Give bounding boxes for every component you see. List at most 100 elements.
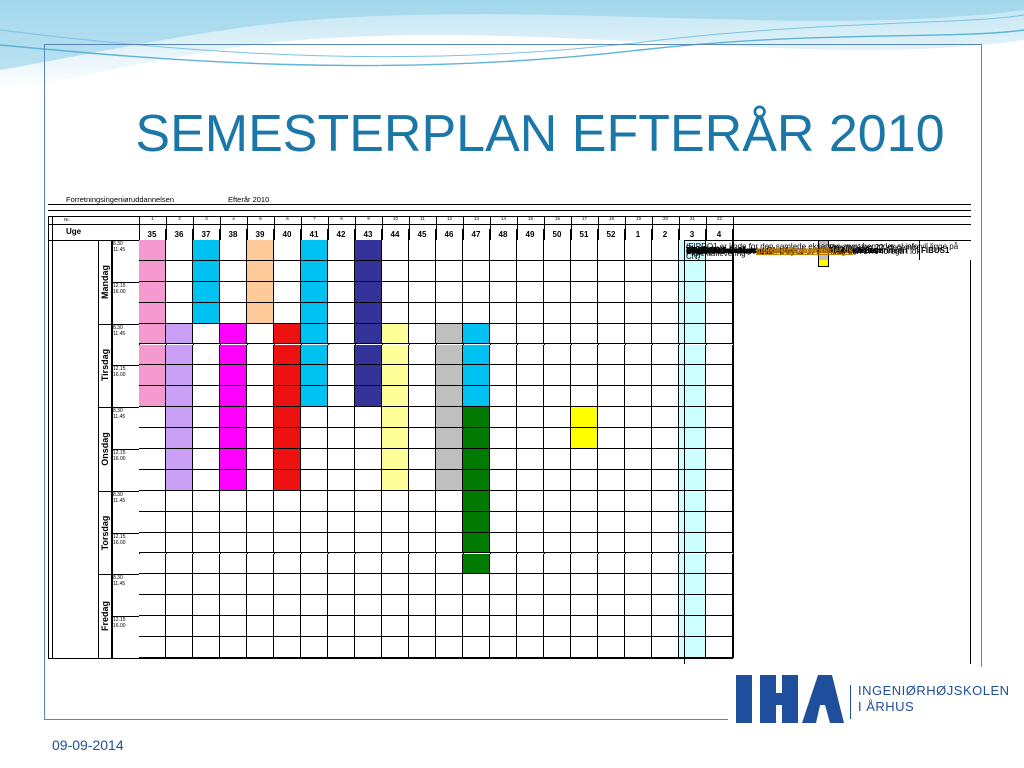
schedule-cell (166, 407, 193, 429)
schedule-cell (679, 637, 706, 658)
schedule-cell (598, 281, 625, 303)
week-number: 4 (706, 229, 733, 240)
schedule-cell (301, 469, 328, 491)
schedule-cell (274, 344, 301, 366)
schedule-cell (274, 386, 301, 408)
course-teacher: Tom og Susan (829, 246, 884, 255)
schedule-cell (544, 260, 571, 282)
seq-number: 19 (635, 216, 641, 221)
logo-separator (850, 685, 851, 719)
contact-email-link[interactable]: elsebeth@mindbuilder.dk (756, 246, 854, 255)
schedule-cell (355, 511, 382, 533)
schedule-cell (382, 240, 409, 261)
schedule-cell (463, 469, 490, 491)
schedule-cell (706, 407, 733, 429)
schedule-cell (382, 469, 409, 491)
schedule-cell (679, 449, 706, 470)
schedule-cell (463, 595, 490, 617)
schedule-cell (571, 407, 598, 429)
course-header: Kurser (686, 246, 712, 255)
schedule-cell (436, 281, 463, 303)
schedule-cell (301, 302, 328, 324)
schedule-cell (166, 428, 193, 449)
schedule-cell (382, 532, 409, 554)
schedule-cell (247, 260, 274, 282)
schedule-cell (220, 616, 247, 638)
schedule-cell (382, 323, 409, 345)
schedule-cell (382, 365, 409, 387)
schedule-cell (679, 281, 706, 303)
schedule-cell (193, 302, 220, 324)
course-header-row: KurserUndervisereKode (684, 240, 971, 349)
schedule-cell (706, 260, 733, 282)
schedule-cell (598, 469, 625, 491)
schedule-cell (274, 302, 301, 324)
schedule-cell (625, 428, 652, 449)
schedule-cell (382, 637, 409, 658)
schedule-cell (679, 260, 706, 282)
blank-row (684, 306, 971, 328)
contact-row: Leo lpe@iha.dk (684, 246, 971, 602)
course-teacher: Elsebeth Severinsen (829, 246, 908, 255)
schedule-cell (193, 386, 220, 408)
schedule-cell (355, 532, 382, 554)
seq-number: 8 (340, 216, 343, 221)
schedule-cell (139, 595, 166, 617)
schedule-cell (166, 323, 193, 345)
schedule-cell (328, 240, 355, 261)
schedule-cell (328, 574, 355, 596)
schedule-cell (598, 637, 625, 658)
schedule-cell (301, 553, 328, 575)
schedule-cell (274, 553, 301, 575)
schedule-cell (409, 469, 436, 491)
schedule-cell (652, 281, 679, 303)
week-number: 41 (301, 229, 328, 240)
schedule-cell (679, 574, 706, 596)
schedule-cell (490, 323, 517, 345)
schedule-cell (625, 511, 652, 533)
contact-email-link[interactable]: sterobo@galnet.dk (756, 246, 829, 255)
schedule-cell (490, 490, 517, 512)
schedule-cell (193, 428, 220, 449)
schedule-cell (544, 532, 571, 554)
schedule-cell (598, 407, 625, 429)
schedule-cell (544, 281, 571, 303)
schedule-cell (328, 532, 355, 554)
schedule-cell (409, 595, 436, 617)
schedule-cell (571, 553, 598, 575)
schedule-cell (571, 595, 598, 617)
week-number: 39 (247, 229, 274, 240)
schedule-cell (436, 637, 463, 658)
contact-email-link[interactable]: lpe@iha.dk (756, 246, 799, 255)
schedule-cell (382, 260, 409, 282)
schedule-cell (193, 574, 220, 596)
schedule-cell (652, 407, 679, 429)
schedule-cell (571, 323, 598, 345)
schedule-cell (274, 240, 301, 261)
schedule-cell (463, 616, 490, 638)
course-row: SCORTomFIVDK1 (684, 240, 971, 516)
term-label: Efterår 2010 (228, 195, 270, 204)
schedule-cell (274, 595, 301, 617)
seq-number: 1 (151, 216, 154, 221)
schedule-cell (436, 240, 463, 261)
schedule-cell (652, 449, 679, 470)
schedule-cell (301, 365, 328, 387)
schedule-cell (652, 428, 679, 449)
schedule-cell (328, 281, 355, 303)
schedule-cell (436, 511, 463, 533)
schedule-cell (490, 532, 517, 554)
week-number: 46 (436, 229, 463, 240)
schedule-cell (490, 386, 517, 408)
week-number: 38 (220, 229, 247, 240)
schedule-cell (571, 511, 598, 533)
seq-number: 3 (205, 216, 208, 221)
schedule-cell (328, 386, 355, 408)
schedule-cell (139, 511, 166, 533)
schedule-cell (463, 302, 490, 324)
week-number: 42 (328, 229, 355, 240)
schedule-cell (652, 637, 679, 658)
week-number: 44 (382, 229, 409, 240)
schedule-cell (247, 637, 274, 658)
